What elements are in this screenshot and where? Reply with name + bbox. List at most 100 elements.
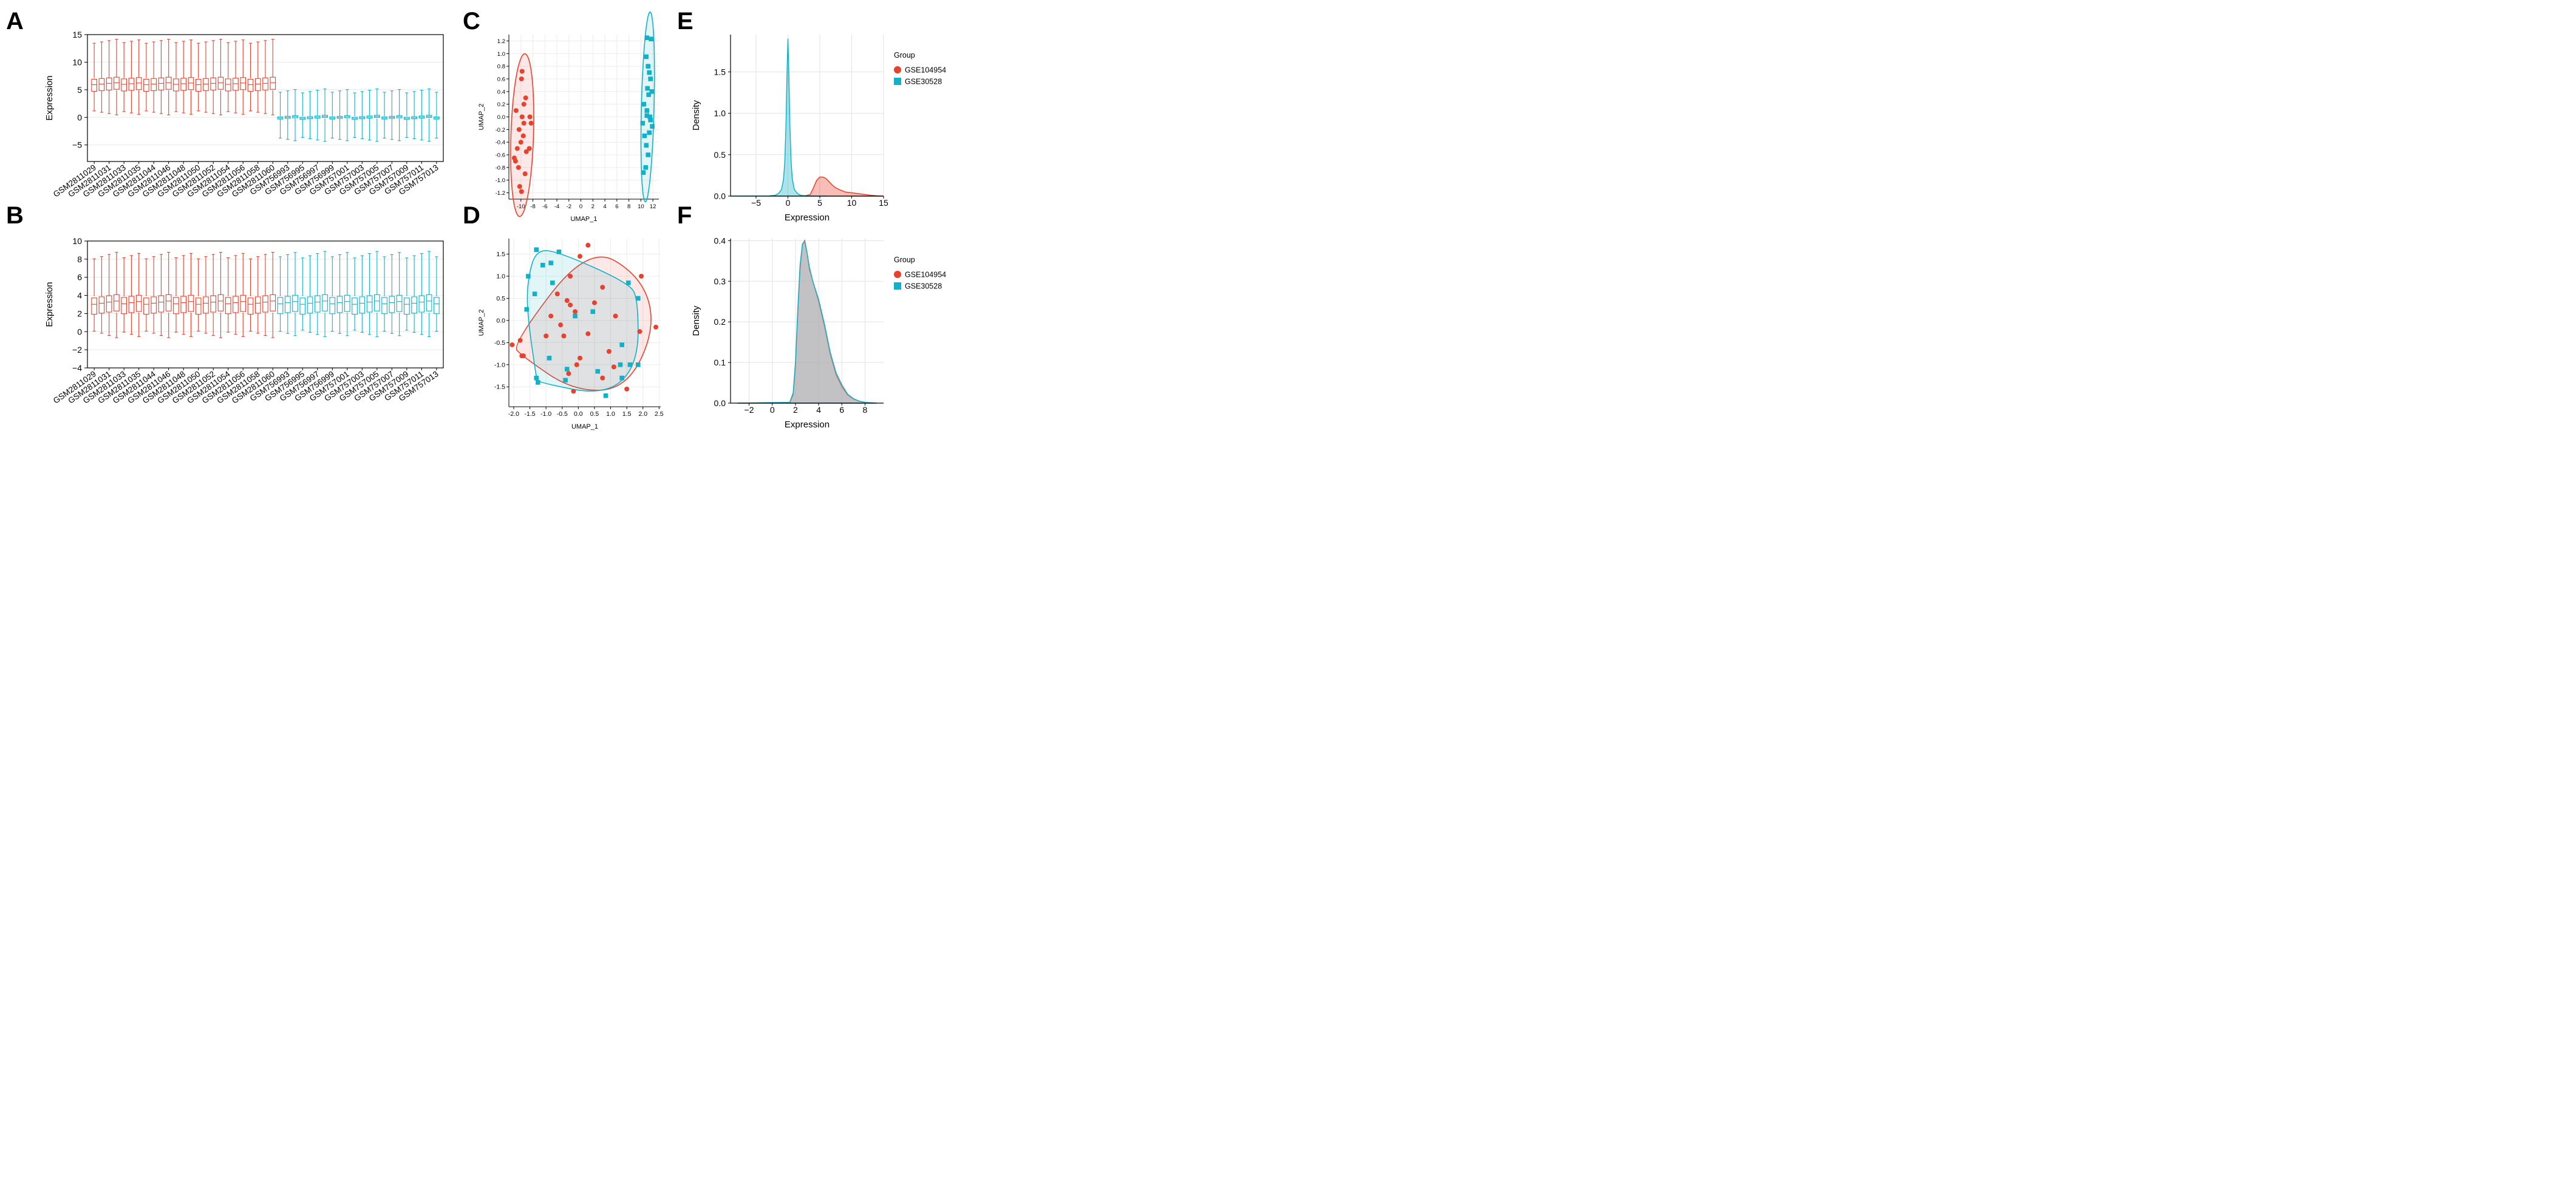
y-tick-label: 1.5 xyxy=(496,251,505,258)
box-GSM757007 xyxy=(381,256,387,332)
x-tick-label: 2 xyxy=(591,203,595,210)
box-GSM757003 xyxy=(352,257,358,331)
x-tick-label: 0 xyxy=(770,405,775,415)
box-GSM756997 xyxy=(307,255,313,333)
box-body xyxy=(114,294,120,311)
point-GSE30528 xyxy=(635,362,641,367)
box-body xyxy=(284,296,291,313)
box-body xyxy=(307,296,313,314)
y-tick-label: 5 xyxy=(77,85,82,95)
x-tick-label: -0.5 xyxy=(557,410,568,418)
box-body xyxy=(128,296,135,313)
box-body xyxy=(426,294,432,311)
box-body xyxy=(165,294,172,311)
box-body xyxy=(277,297,284,314)
box-GSM2811047 xyxy=(173,257,179,333)
box-GSM2811045 xyxy=(158,254,165,336)
y-tick-label: -1.2 xyxy=(496,190,505,197)
legend-key-circle xyxy=(894,271,901,278)
x-tick-label: −5 xyxy=(751,198,761,208)
box-GSM2811036 xyxy=(143,258,149,331)
box-GSM2811054 xyxy=(225,42,231,112)
density-panel-e: −5 0 5 10 15 0.0 0.5 1.0 1.5 Expression Density Gro… xyxy=(691,35,946,223)
point-GSE104954 xyxy=(558,322,564,328)
point-GSE104954 xyxy=(519,189,524,194)
point-GSE104954 xyxy=(519,69,525,74)
box-GSM756998 xyxy=(314,90,321,141)
y-tick-label: -1.5 xyxy=(494,384,505,391)
box-GSM757004 xyxy=(359,255,366,333)
box-GSM2811051 xyxy=(203,256,209,334)
box-GSM756994 xyxy=(284,254,291,334)
point-GSE104954 xyxy=(554,291,560,297)
point-GSE104954 xyxy=(548,313,554,319)
panel-label-a: A xyxy=(6,8,24,35)
legend: Group GSE104954 GSE30528 xyxy=(894,51,946,86)
panel-label-b: B xyxy=(6,202,24,229)
box-body xyxy=(217,294,224,311)
point-GSE104954 xyxy=(516,165,521,170)
box-body xyxy=(180,296,187,313)
point-GSE30528 xyxy=(524,307,530,312)
point-GSE104954 xyxy=(574,362,579,367)
x-tick-label: 4 xyxy=(816,405,821,415)
point-GSE30528 xyxy=(534,375,539,381)
point-GSE30528 xyxy=(644,113,650,118)
legend-entry: GSE30528 xyxy=(905,78,942,86)
point-GSE30528 xyxy=(532,291,537,296)
point-GSE104954 xyxy=(585,331,591,336)
box-GSM757001 xyxy=(336,254,343,334)
legend-entry: GSE30528 xyxy=(905,282,942,291)
group-region-GSE30528 xyxy=(640,11,655,203)
y-axis-label: Density xyxy=(691,100,701,131)
box-GSM757000 xyxy=(329,92,336,139)
scatter-panel-d: -2.0 -1.5 -1.0 -0.5 0.0 0.5 1.0 1.5 2.0 2.5 -1.5 -1… xyxy=(478,239,664,430)
plot-frame xyxy=(87,34,444,162)
box-GSM2811056 xyxy=(240,39,247,115)
point-GSE30528 xyxy=(536,380,540,385)
y-tick-label: 0.0 xyxy=(497,114,505,121)
y-tick-label: -0.5 xyxy=(494,339,505,347)
box-GSM757014 xyxy=(434,256,440,332)
box-body xyxy=(254,296,261,314)
x-tick-label: 2 xyxy=(793,405,798,415)
box-GSM2811052 xyxy=(210,254,217,336)
box-body xyxy=(143,78,149,92)
box-body xyxy=(233,78,239,91)
point-GSE104954 xyxy=(521,120,526,126)
box-GSM2811033 xyxy=(121,42,127,112)
point-GSE104954 xyxy=(514,146,520,151)
x-tick-label: 6 xyxy=(615,203,618,210)
point-GSE30528 xyxy=(645,86,650,91)
legend-entry: GSE104954 xyxy=(905,271,946,279)
box-body xyxy=(210,295,217,313)
point-GSE104954 xyxy=(521,101,526,107)
y-tick-label: 0.2 xyxy=(714,317,726,327)
point-GSE30528 xyxy=(647,130,652,135)
density-curve-GSE104954 xyxy=(803,176,884,197)
box-GSM2811046 xyxy=(165,251,172,338)
x-tick-label: 15 xyxy=(879,198,888,208)
box-GSM756997 xyxy=(307,91,313,140)
box-GSM757012 xyxy=(418,90,425,141)
point-GSE30528 xyxy=(619,342,624,347)
box-GSM757007 xyxy=(381,92,387,139)
y-tick-label: −5 xyxy=(72,140,82,150)
box-GSM757006 xyxy=(373,251,380,338)
x-tick-label: 2.0 xyxy=(638,410,647,418)
y-tick-label: 0.4 xyxy=(714,236,726,245)
density-panel-f: −2 0 2 4 6 8 0.0 0.1 0.2 0.3 0.4 Expression Density G… xyxy=(691,236,946,430)
point-GSE30528 xyxy=(534,247,539,253)
point-GSE104954 xyxy=(561,333,567,339)
box-body xyxy=(121,78,127,92)
box-GSM2811044 xyxy=(151,41,157,113)
legend-key-circle xyxy=(894,66,901,73)
density-curve-GSE30528 xyxy=(730,38,826,197)
box-body xyxy=(270,294,276,311)
box-GSM757000 xyxy=(329,256,336,332)
box-body xyxy=(91,297,97,315)
point-GSE30528 xyxy=(595,369,601,374)
point-GSE104954 xyxy=(578,355,583,361)
y-axis-label: Expression xyxy=(44,282,55,327)
box-GSM757010 xyxy=(404,257,410,331)
